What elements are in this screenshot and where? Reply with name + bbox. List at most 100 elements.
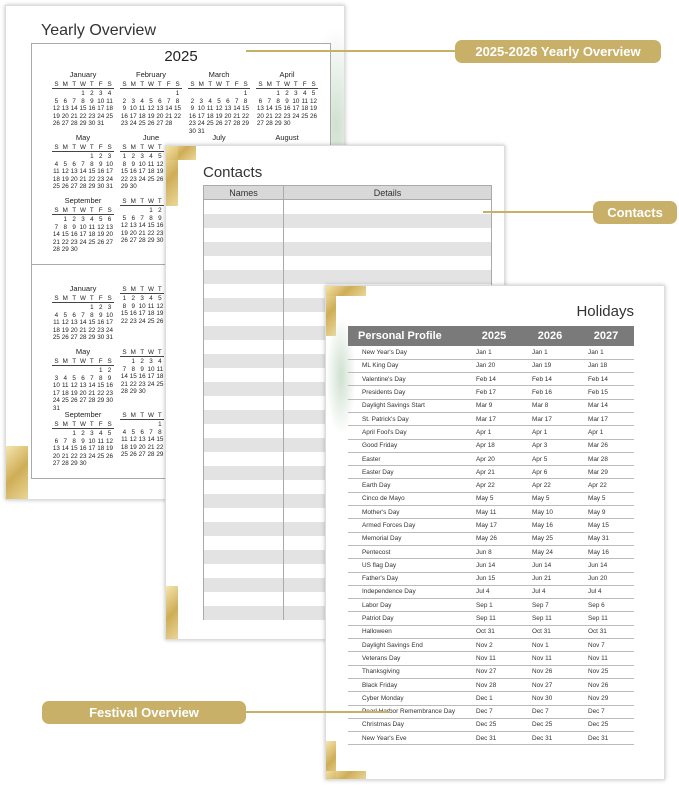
page-title: Holidays [576, 303, 634, 320]
day-cell: 12 [156, 160, 164, 168]
contact-row[interactable] [203, 227, 492, 242]
day-cell: 23 [88, 112, 96, 120]
day-cell: 10 [292, 97, 300, 105]
name-cell[interactable] [203, 297, 284, 312]
contact-row[interactable] [203, 241, 492, 256]
contact-row[interactable] [203, 213, 492, 228]
name-cell[interactable] [203, 325, 284, 340]
day-cell: 10 [138, 160, 146, 168]
name-cell[interactable] [203, 269, 284, 284]
weekday-label: T [205, 81, 215, 89]
holiday-date: Apr 3 [522, 439, 578, 453]
details-cell[interactable] [283, 241, 492, 256]
holiday-date: Mar 29 [578, 465, 634, 480]
day-cell: 11 [206, 105, 214, 113]
name-cell[interactable] [203, 465, 284, 480]
day-cell: 16 [79, 445, 87, 453]
name-cell[interactable] [203, 605, 284, 620]
day-cell: 16 [138, 373, 146, 381]
day-cell: 3 [107, 153, 112, 161]
name-cell[interactable] [203, 395, 284, 410]
weekday-label: M [264, 81, 274, 89]
name-cell[interactable] [203, 591, 284, 606]
name-cell[interactable] [203, 353, 284, 368]
day-cell: 9 [98, 160, 103, 168]
day-cell: 23 [188, 120, 196, 128]
day-cell: 19 [129, 443, 137, 451]
day-cell: 23 [156, 229, 164, 237]
name-cell[interactable] [203, 311, 284, 326]
day-cell: 2 [107, 367, 112, 375]
name-cell[interactable] [203, 479, 284, 494]
callout-line-yearly [246, 50, 458, 52]
holiday-date: Apr 20 [466, 452, 522, 467]
name-cell[interactable] [203, 437, 284, 452]
name-cell[interactable] [203, 549, 284, 564]
day-cell: 11 [156, 365, 164, 373]
holiday-date: Feb 15 [578, 385, 634, 400]
day-cell: 26 [106, 452, 114, 460]
contact-row[interactable] [203, 199, 492, 214]
contact-row[interactable] [203, 269, 492, 284]
callout-line-contacts [483, 211, 595, 213]
weekday-label: M [60, 358, 70, 366]
day-cell: 16 [97, 319, 105, 327]
name-cell[interactable] [203, 423, 284, 438]
weekday-label: T [69, 81, 79, 89]
holiday-name: Mother's Day [348, 505, 466, 520]
day-cell: 21 [88, 389, 96, 397]
name-cell[interactable] [203, 255, 284, 270]
day-cell: 17 [52, 389, 60, 397]
day-cell: 29 [79, 120, 87, 128]
name-cell[interactable] [203, 227, 284, 242]
details-cell[interactable] [283, 199, 492, 214]
day-cell: 6 [258, 97, 263, 105]
name-cell[interactable] [203, 339, 284, 354]
month-calendar: April S M T W T F S 1 2 3 4 5 6 7 8 9 10 11 12 13 14 15 16 17 18 1… [256, 70, 318, 127]
name-cell[interactable] [203, 507, 284, 522]
name-cell[interactable] [203, 451, 284, 466]
day-cell: 2 [72, 216, 76, 224]
details-cell[interactable] [283, 227, 492, 242]
name-cell[interactable] [203, 283, 284, 298]
name-cell[interactable] [203, 493, 284, 508]
day-cell: 23 [79, 452, 87, 460]
month-name: March [208, 70, 230, 79]
day-cell: 18 [97, 445, 105, 453]
name-cell[interactable] [203, 563, 284, 578]
month-name: September [64, 410, 102, 419]
day-cell: 13 [138, 436, 146, 444]
name-cell[interactable] [203, 577, 284, 592]
day-cell: 9 [190, 105, 195, 113]
name-cell[interactable] [203, 367, 284, 382]
day-cell: 21 [120, 380, 128, 388]
details-cell[interactable] [283, 269, 492, 284]
day-cell: 21 [61, 452, 69, 460]
day-cell: 25 [156, 380, 164, 388]
name-cell[interactable] [203, 521, 284, 536]
day-cell: 23 [97, 326, 105, 334]
day-cell: 30 [88, 120, 96, 128]
day-cell: 17 [138, 168, 146, 176]
day-cell: 26 [156, 317, 164, 325]
holiday-date: Jan 18 [578, 359, 634, 374]
name-cell[interactable] [203, 409, 284, 424]
day-cell: 30 [97, 183, 105, 191]
day-cell: 14 [120, 373, 128, 381]
name-cell[interactable] [203, 199, 284, 214]
details-cell[interactable] [283, 255, 492, 270]
holiday-date: Nov 11 [522, 651, 578, 666]
details-cell[interactable] [283, 213, 492, 228]
name-cell[interactable] [203, 535, 284, 550]
contact-row[interactable] [203, 255, 492, 270]
day-cell: 6 [72, 160, 76, 168]
name-cell[interactable] [203, 213, 284, 228]
day-cell: 21 [265, 112, 273, 120]
day-cell: 11 [147, 160, 155, 168]
name-cell[interactable] [203, 241, 284, 256]
day-cell: 2 [98, 153, 103, 161]
day-cell: 24 [197, 120, 205, 128]
name-cell[interactable] [203, 381, 284, 396]
holiday-name: St. Patrick's Day [348, 412, 466, 427]
day-cell: 4 [122, 428, 127, 436]
